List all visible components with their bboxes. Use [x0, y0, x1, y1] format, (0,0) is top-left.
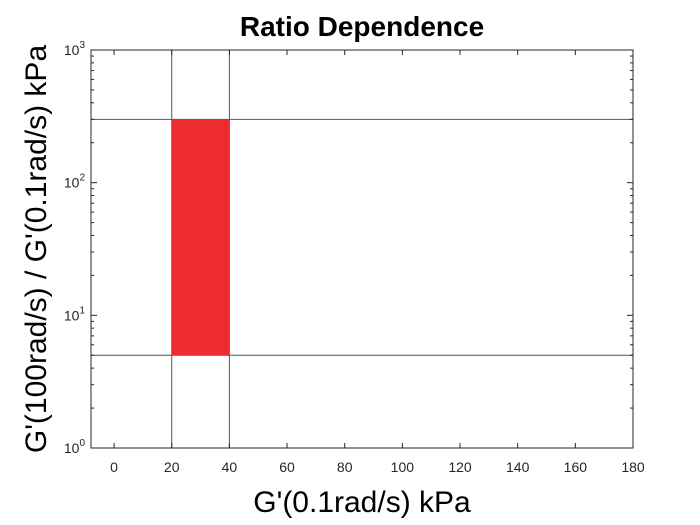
- y-axis-label: G'(100rad/s) / G'(0.1rad/s) kPa: [20, 45, 53, 454]
- y-tick-label: 102: [64, 173, 86, 191]
- x-axis-label: G'(0.1rad/s) kPa: [253, 486, 471, 519]
- axes-box: [90, 49, 634, 449]
- x-tick-label: 160: [564, 459, 588, 475]
- x-ticks: 0 20 40 60 80 100 120 140 160 180: [110, 50, 645, 475]
- shaded-region: [171, 119, 230, 356]
- y-tick-label: 101: [64, 305, 86, 323]
- y-tick-label: 103: [64, 40, 86, 58]
- y-ticks: 100 101 102 103: [64, 40, 633, 456]
- x-tick-label: 60: [279, 459, 295, 475]
- x-tick-label: 180: [621, 459, 645, 475]
- x-tick-label: 40: [222, 459, 238, 475]
- x-tick-label: 0: [110, 459, 118, 475]
- region-layer: [171, 119, 230, 356]
- chart-title: Ratio Dependence: [240, 11, 484, 42]
- x-tick-label: 100: [391, 459, 415, 475]
- x-tick-label: 120: [448, 459, 472, 475]
- x-tick-label: 140: [506, 459, 530, 475]
- y-tick-label: 100: [64, 438, 86, 456]
- x-tick-label: 80: [337, 459, 353, 475]
- x-tick-label: 20: [164, 459, 180, 475]
